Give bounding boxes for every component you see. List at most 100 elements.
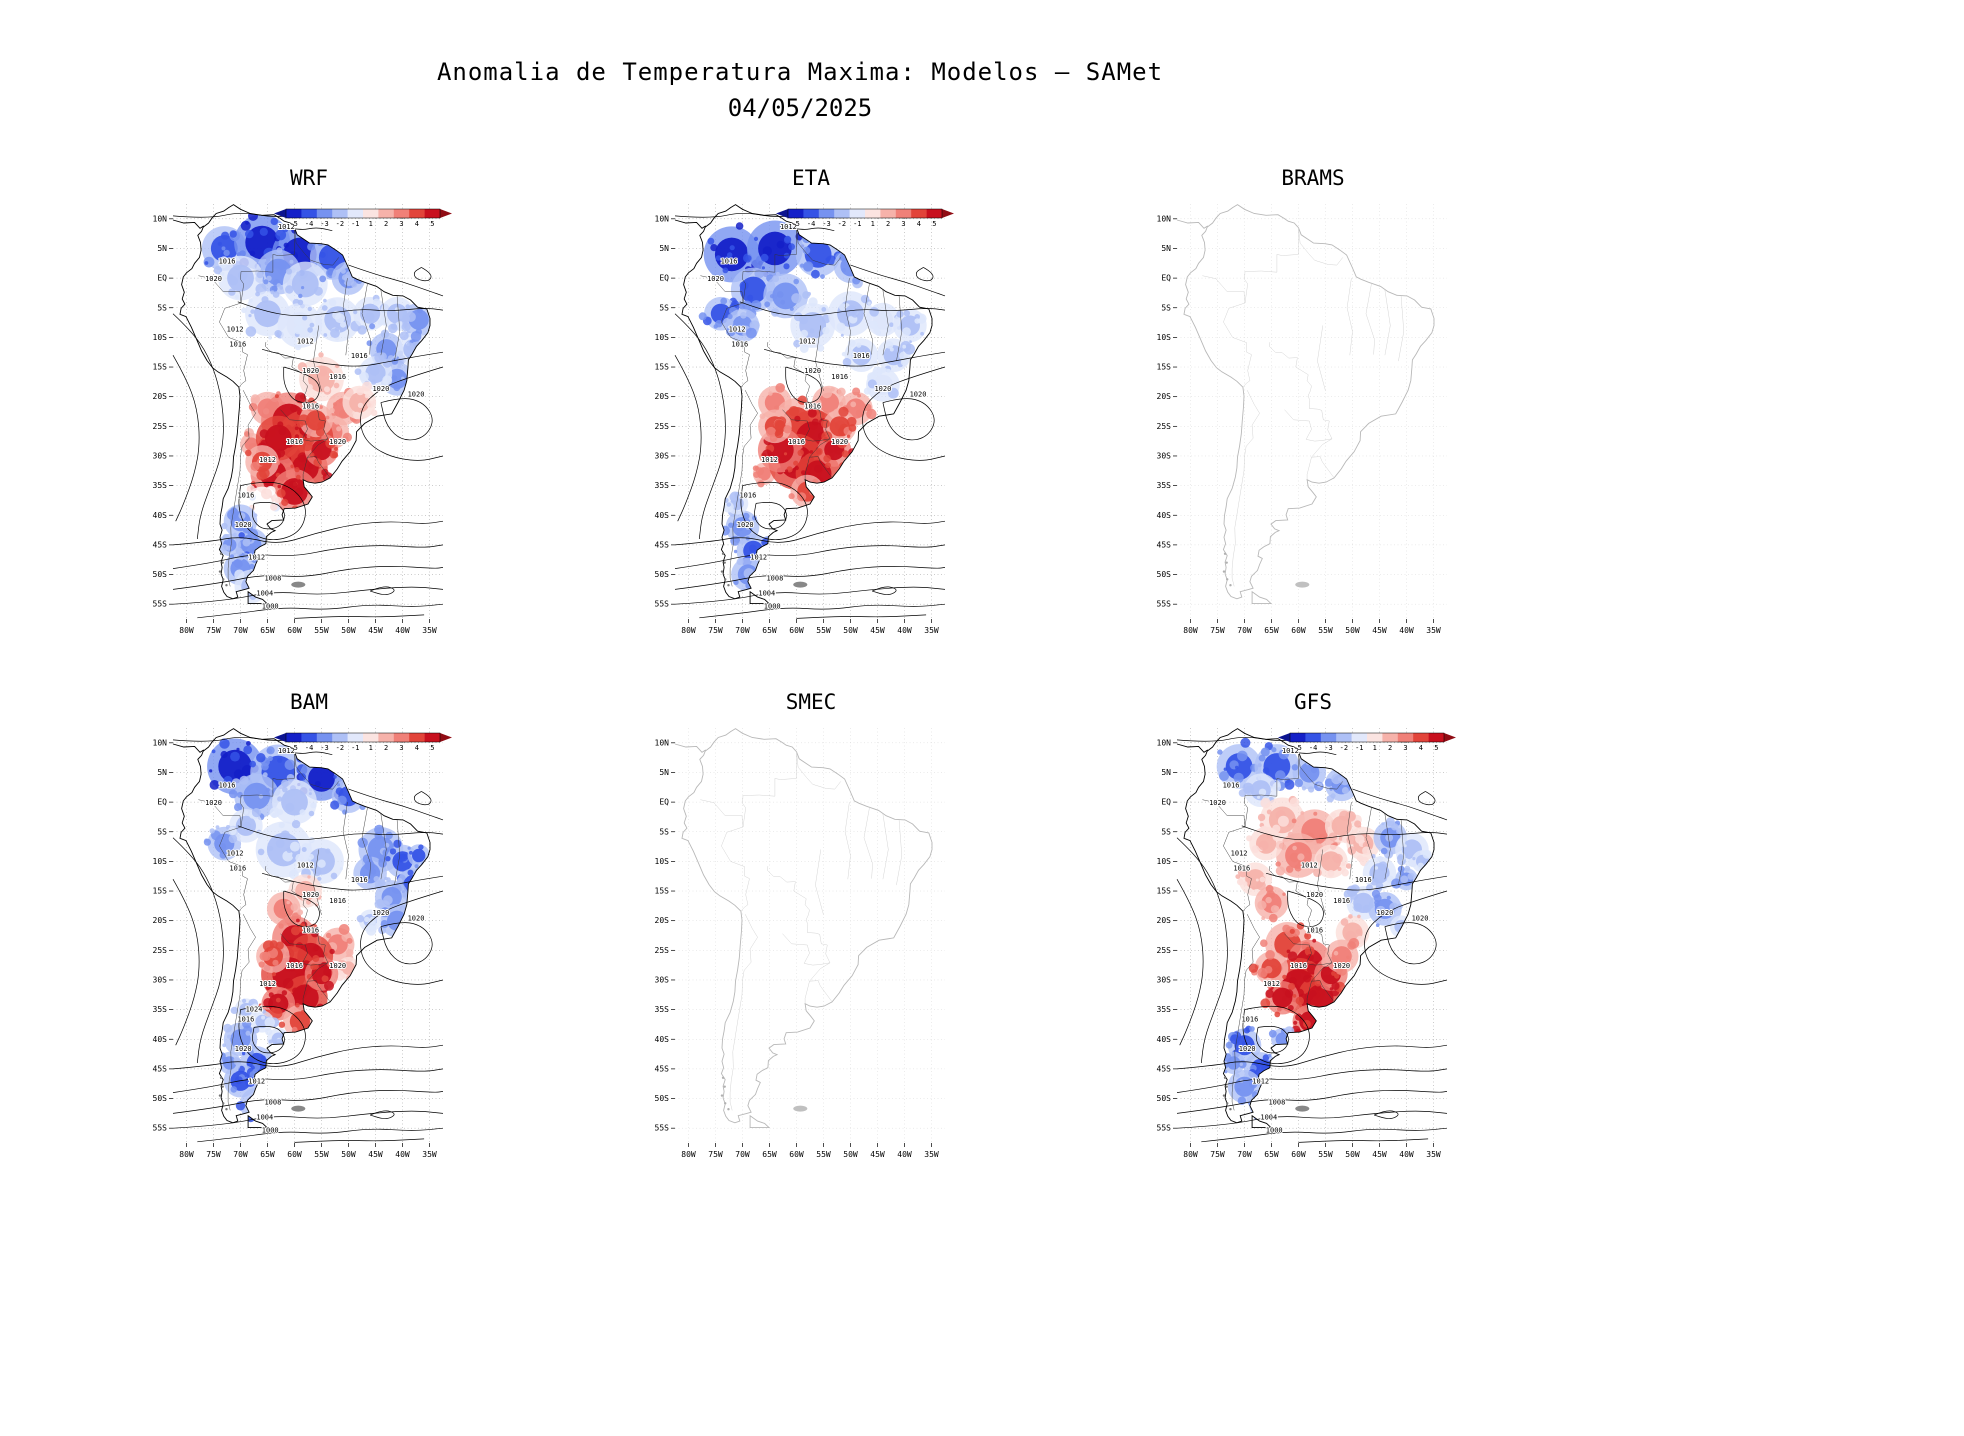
country-borders	[198, 227, 401, 587]
svg-text:35W: 35W	[422, 1150, 437, 1159]
svg-text:1012: 1012	[297, 337, 314, 345]
svg-text:1020: 1020	[707, 275, 724, 283]
svg-text:65W: 65W	[1264, 1150, 1279, 1159]
svg-text:1016: 1016	[351, 352, 368, 360]
svg-text:-1: -1	[351, 744, 359, 752]
svg-text:45W: 45W	[1372, 1150, 1387, 1159]
svg-text:65W: 65W	[260, 1150, 275, 1159]
country-borders	[700, 227, 903, 587]
svg-text:15S: 15S	[153, 887, 168, 896]
isobar-labels: 1012 1016 1020 1012 1016 1012 1016 1020 1016 1020…	[1208, 746, 1429, 1135]
svg-text:65W: 65W	[762, 1150, 777, 1159]
svg-text:20S: 20S	[1157, 916, 1172, 925]
svg-text:60W: 60W	[287, 626, 302, 635]
svg-text:-3: -3	[822, 220, 830, 228]
figure-title: Anomalia de Temperatura Maxima: Modelos …	[436, 58, 1164, 86]
map-gfs: 1012 1016 1020 1012 1016 1012 1016 1020 1016 1020…	[1157, 728, 1456, 1159]
svg-text:40W: 40W	[1399, 626, 1414, 635]
svg-text:1012: 1012	[248, 554, 265, 562]
svg-text:30S: 30S	[153, 451, 168, 460]
svg-text:60W: 60W	[1291, 1150, 1306, 1159]
svg-text:5S: 5S	[659, 303, 669, 312]
svg-text:45S: 45S	[1157, 1064, 1172, 1073]
svg-text:10N: 10N	[655, 738, 670, 747]
axis-labels: 10N 5N EQ 5S 10S 15S 20S 25S 30S 35S 40S 45S 50S 55S 8…	[153, 214, 437, 635]
svg-text:5: 5	[430, 744, 434, 752]
panel-title-bam: BAM	[290, 690, 328, 714]
svg-text:65W: 65W	[1264, 626, 1279, 635]
svg-text:1020: 1020	[205, 799, 222, 807]
svg-text:1020: 1020	[737, 521, 754, 529]
svg-text:1012: 1012	[799, 337, 816, 345]
model-panel-smec: SMEC 10N 5N EQ 5S 10S 15S 20S 25S 30S 35S 40S 45S 50…	[630, 690, 970, 1168]
svg-text:1020: 1020	[1239, 1045, 1256, 1053]
isobar-labels: 1012 1016 1020 1012 1016 1012 1016 1020 1016 1020…	[706, 222, 927, 611]
svg-text:5N: 5N	[1161, 244, 1171, 253]
svg-text:1004: 1004	[256, 1113, 273, 1121]
svg-text:1016: 1016	[788, 438, 805, 446]
svg-text:1: 1	[369, 744, 373, 752]
svg-text:1016: 1016	[1241, 1016, 1258, 1024]
svg-text:75W: 75W	[1210, 1150, 1225, 1159]
svg-text:10N: 10N	[153, 214, 168, 223]
glacier-marks	[720, 552, 730, 587]
svg-text:35W: 35W	[924, 626, 939, 635]
map-smec: 10N 5N EQ 5S 10S 15S 20S 25S 30S 35S 40S 45S 50S 55S 8…	[655, 728, 945, 1159]
svg-text:50W: 50W	[843, 626, 858, 635]
svg-text:1016: 1016	[219, 781, 236, 789]
svg-text:50S: 50S	[655, 570, 670, 579]
svg-text:5: 5	[1434, 744, 1438, 752]
svg-text:10S: 10S	[1157, 857, 1172, 866]
svg-text:1008: 1008	[264, 1099, 281, 1107]
svg-text:2: 2	[384, 744, 388, 752]
svg-text:50S: 50S	[153, 1094, 168, 1103]
coastline	[172, 204, 431, 605]
svg-text:-5: -5	[289, 744, 297, 752]
svg-text:1020: 1020	[1209, 799, 1226, 807]
svg-text:1016: 1016	[329, 373, 346, 381]
svg-text:1020: 1020	[329, 962, 346, 970]
svg-text:60W: 60W	[287, 1150, 302, 1159]
svg-text:75W: 75W	[708, 626, 723, 635]
svg-text:1016: 1016	[302, 403, 319, 411]
svg-text:-3: -3	[1324, 744, 1332, 752]
svg-text:4: 4	[415, 744, 419, 752]
svg-text:1000: 1000	[262, 1126, 279, 1134]
svg-text:3: 3	[901, 220, 905, 228]
svg-text:1020: 1020	[1306, 891, 1323, 899]
svg-text:75W: 75W	[1210, 626, 1225, 635]
svg-text:-4: -4	[807, 220, 815, 228]
svg-text:40S: 40S	[655, 511, 670, 520]
axis-labels: 10N 5N EQ 5S 10S 15S 20S 25S 30S 35S 40S 45S 50S 55S 8…	[1157, 214, 1441, 635]
svg-text:-2: -2	[1340, 744, 1348, 752]
panel-title-eta: ETA	[792, 166, 830, 190]
svg-text:1012: 1012	[248, 1078, 265, 1086]
svg-text:25S: 25S	[655, 946, 670, 955]
svg-text:5N: 5N	[659, 244, 669, 253]
svg-text:1016: 1016	[1290, 962, 1307, 970]
svg-text:1: 1	[1373, 744, 1377, 752]
glacier-marks	[218, 1076, 228, 1111]
svg-text:1020: 1020	[302, 367, 319, 375]
svg-text:1012: 1012	[297, 861, 314, 869]
svg-text:35S: 35S	[1157, 1005, 1172, 1014]
glacier-marks	[1222, 1076, 1232, 1111]
svg-text:-2: -2	[336, 744, 344, 752]
axis-labels: 10N 5N EQ 5S 10S 15S 20S 25S 30S 35S 40S 45S 50S 55S 8…	[1157, 738, 1441, 1159]
svg-text:55W: 55W	[816, 1150, 831, 1159]
svg-text:4: 4	[415, 220, 419, 228]
svg-text:65W: 65W	[762, 626, 777, 635]
svg-text:55W: 55W	[816, 626, 831, 635]
graticule	[1177, 204, 1447, 619]
panel-title-gfs: GFS	[1294, 690, 1332, 714]
svg-text:EQ: EQ	[659, 274, 669, 283]
svg-text:1004: 1004	[1260, 1113, 1277, 1121]
svg-text:30S: 30S	[655, 451, 670, 460]
svg-text:1016: 1016	[229, 340, 246, 348]
svg-text:70W: 70W	[233, 1150, 248, 1159]
svg-text:45S: 45S	[153, 540, 168, 549]
svg-text:50W: 50W	[341, 626, 356, 635]
svg-text:35W: 35W	[422, 626, 437, 635]
svg-text:-4: -4	[1309, 744, 1317, 752]
svg-text:1012: 1012	[227, 850, 244, 858]
